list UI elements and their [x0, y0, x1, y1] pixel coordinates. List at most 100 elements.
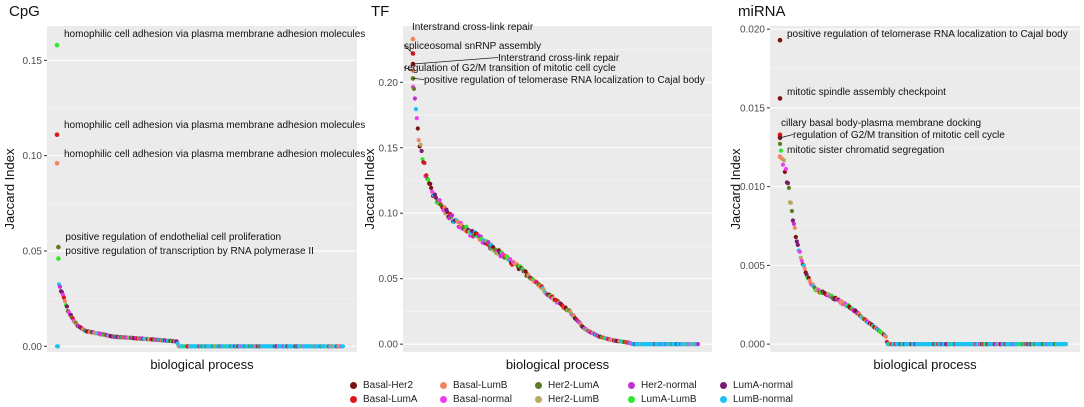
point-label: Interstrand cross-link repair: [498, 53, 620, 64]
data-point: [415, 126, 420, 131]
panel-cpg: 0.00 0.05 0.10 0.15 CpG biological process Jac…: [2, 3, 365, 372]
y-tick-label: 0.05: [23, 246, 43, 257]
data-point: [464, 224, 469, 229]
plot-background: [770, 26, 1080, 352]
highlight-point: [777, 154, 783, 159]
data-point: [785, 181, 791, 186]
data-point: [695, 342, 701, 347]
highlight-point: [54, 42, 60, 48]
data-point: [426, 177, 431, 183]
panel-title: miRNA: [738, 3, 786, 20]
legend-label: Basal-LumA: [363, 393, 418, 405]
y-tick-label: 0.005: [740, 261, 765, 272]
data-point: [422, 160, 427, 165]
highlight-point: [56, 256, 61, 261]
legend-item: Her2-normal: [628, 378, 720, 392]
legend-label: Basal-Her2: [363, 379, 414, 391]
legend-item: Her2-LumB: [535, 392, 628, 406]
data-point: [790, 218, 796, 223]
legend-item: LumA-normal: [720, 378, 800, 392]
legend-swatch: [720, 381, 727, 389]
point-label: homophilic cell adhesion via plasma memb…: [64, 29, 365, 40]
legend-label: Her2-LumB: [548, 393, 600, 405]
data-point: [413, 107, 418, 112]
y-tick-label: 0.15: [23, 56, 43, 67]
legend: Basal-Her2 Basal-LumB Her2-LumA Her2-normal…: [0, 375, 1084, 407]
panel-title: CpG: [9, 3, 40, 20]
legend-swatch: [535, 395, 542, 403]
data-point: [799, 258, 804, 263]
y-axis-label: Jaccard Index: [362, 148, 377, 229]
data-point: [778, 148, 784, 153]
data-point: [523, 269, 528, 274]
data-point: [1063, 342, 1069, 347]
legend-swatch: [628, 395, 635, 403]
legend-swatch: [350, 395, 357, 403]
data-point: [414, 116, 419, 121]
y-tick-label: 0.015: [740, 103, 765, 114]
highlight-point: [410, 61, 416, 67]
data-point: [783, 166, 789, 172]
plot-background: [47, 26, 357, 352]
x-axis-label: biological process: [506, 357, 610, 372]
y-tick-label: 0.010: [740, 182, 765, 193]
data-point: [64, 304, 69, 309]
data-point: [786, 185, 792, 190]
legend-swatch: [440, 381, 447, 389]
y-tick-label: 0.000: [740, 340, 765, 351]
data-point: [429, 185, 434, 190]
legend-label: Basal-LumB: [453, 379, 508, 391]
data-point: [780, 162, 786, 167]
plot-background: [403, 26, 712, 352]
data-point: [419, 148, 424, 154]
data-point: [61, 295, 66, 300]
point-label: Interstrand cross-link repair: [412, 22, 534, 33]
data-point: [788, 200, 794, 205]
legend-label: Her2-LumA: [548, 379, 600, 391]
data-point: [883, 334, 889, 339]
panel-mirna: 0.000 0.005 0.010 0.015 0.020 miRNA biological…: [728, 3, 1080, 372]
legend-label: LumA-LumB: [641, 393, 697, 405]
data-point: [433, 195, 438, 200]
data-point: [55, 344, 61, 349]
data-point: [424, 173, 429, 178]
x-axis-label: biological process: [873, 357, 977, 372]
y-tick-label: 0.10: [23, 151, 43, 162]
data-point: [797, 249, 802, 254]
data-point: [795, 242, 800, 247]
legend-item: LumB-normal: [720, 392, 800, 406]
highlight-point: [54, 161, 60, 166]
point-label: mitotic spindle assembly checkpoint: [787, 87, 946, 98]
data-point: [62, 299, 67, 304]
legend-item: Basal-LumA: [350, 392, 440, 406]
data-point: [412, 96, 417, 101]
data-point: [789, 208, 795, 214]
data-point: [508, 257, 513, 262]
y-tick-label: 0.15: [379, 143, 399, 154]
legend-label: LumA-normal: [733, 379, 794, 391]
highlight-point: [56, 244, 61, 250]
data-point: [792, 225, 797, 230]
point-label: cillary basal body-plasma membrane docki…: [781, 118, 981, 129]
data-point: [802, 266, 807, 271]
point-label: mitotic sister chromatid segregation: [787, 145, 944, 156]
data-point: [793, 234, 798, 240]
data-point: [486, 240, 491, 245]
point-label: positive regulation of telomerase RNA lo…: [424, 75, 705, 86]
label-leader-line: [412, 57, 499, 65]
x-axis-label: biological process: [150, 357, 254, 372]
highlight-point: [777, 96, 783, 101]
point-label: homophilic cell adhesion via plasma memb…: [64, 120, 365, 131]
point-label: positive regulation of transcription by …: [65, 246, 313, 257]
legend-item: LumA-LumB: [628, 392, 720, 406]
legend-swatch: [535, 381, 542, 389]
panel-title: TF: [371, 3, 389, 20]
data-point: [416, 138, 421, 143]
y-tick-label: 0.00: [379, 340, 399, 351]
data-point: [777, 141, 783, 146]
data-point: [428, 181, 433, 186]
label-leader-line: [779, 134, 794, 139]
legend-label: LumB-normal: [733, 393, 794, 405]
legend-swatch: [628, 381, 635, 389]
data-point: [794, 239, 799, 244]
